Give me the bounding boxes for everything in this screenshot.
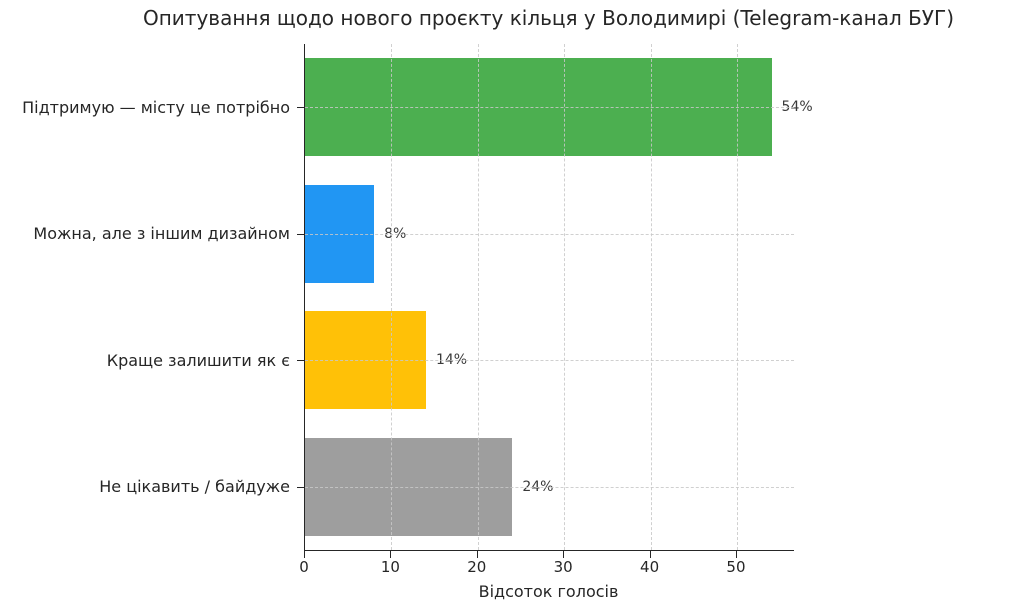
bar-row: 8% [305, 184, 794, 283]
category-label: Підтримую — місту це потрібно [22, 97, 290, 117]
bar-value-label: 8% [384, 225, 407, 242]
x-tick-mark [649, 551, 651, 558]
x-axis-label: Відсоток голосів [478, 582, 619, 601]
x-tick-label: 0 [299, 558, 309, 576]
x-tick-label: 30 [553, 558, 573, 576]
x-tick-label: 20 [467, 558, 487, 576]
y-tick-mark [297, 360, 304, 362]
y-tick-mark [297, 107, 304, 109]
y-tick-mark [297, 233, 304, 235]
x-tick-mark [304, 551, 305, 558]
category-label: Не цікавить / байдуже [99, 477, 290, 497]
bar-2 [305, 184, 375, 283]
x-tick-label: 50 [726, 558, 746, 576]
bars-layer: 54% 8% 14% 24% [305, 44, 813, 550]
y-axis-category-labels: Підтримую — місту це потрібно Можна, але … [0, 44, 290, 550]
x-tick-label: 10 [380, 558, 400, 576]
plot-area: 54% 8% 14% 24% [304, 44, 813, 551]
x-tick-mark [563, 551, 565, 558]
x-tick-mark [390, 551, 392, 558]
bar-4 [305, 437, 513, 536]
bar-1 [305, 58, 772, 157]
bar-value-label: 54% [781, 99, 813, 116]
y-tick-mark [297, 486, 304, 488]
x-tick-mark [735, 551, 737, 558]
bar-row: 54% [305, 58, 813, 157]
bar-value-label: 14% [435, 352, 468, 369]
x-tick-mark [476, 551, 478, 558]
chart-title: Опитування щодо нового проєкту кільця у … [143, 6, 954, 30]
category-label: Можна, але з іншим дизайном [33, 224, 290, 244]
bar-3 [305, 311, 426, 410]
category-label: Краще залишити як є [106, 350, 290, 370]
bar-row: 24% [305, 437, 794, 536]
x-tick-label: 40 [640, 558, 660, 576]
bar-value-label: 24% [522, 478, 554, 495]
bar-row: 14% [305, 311, 794, 410]
chart-title-text: Опитування щодо нового проєкту кільця у … [142, 6, 955, 30]
